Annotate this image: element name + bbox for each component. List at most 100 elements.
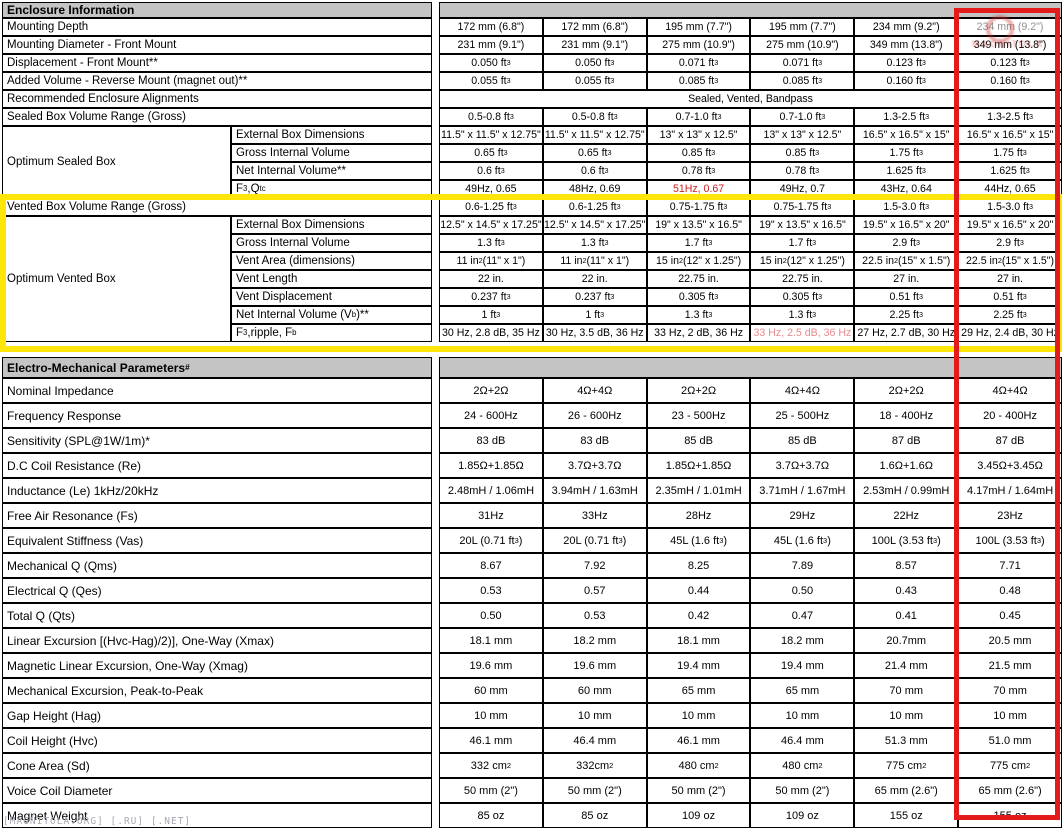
value-cell: 83 dB [439,428,543,453]
value-cell: 85 dB [750,428,855,453]
row-label: Magnet Weight [2,803,432,828]
value-cell: 3.7Ω+3.7Ω [750,453,855,478]
value-cell: 3.45Ω+3.45Ω [958,453,1062,478]
section-header: Enclosure Information [2,2,432,18]
value-cell: 0.7-1.0 ft 3 [646,108,751,126]
value-cell: 0.45 [958,603,1062,628]
value-cell: 65 mm (2.6") [854,778,959,803]
value-cell: 65 mm [646,678,751,703]
value-cell: 49Hz, 0.7 [750,180,855,198]
value-cell: 19.6 mm [542,653,647,678]
value-cell: 22.5 in 2 (15" x 1.5") [958,252,1062,270]
table-gap [432,54,439,72]
row-label: Gap Height (Hag) [2,703,432,728]
value-cell: 33Hz [542,503,647,528]
value-cell: 480 cm 2 [646,753,751,778]
value-cell: 30 Hz, 3.5 dB, 36 Hz [542,324,647,342]
table-gap [432,252,439,270]
value-cell: 33 Hz, 2 dB, 36 Hz [646,324,751,342]
table-gap [432,288,439,306]
value-cell: 1.3-2.5 ft 3 [958,108,1062,126]
value-cell: 0.51 ft 3 [958,288,1062,306]
value-cell: 50 mm (2") [750,778,855,803]
section-header: Electro-Mechanical Parameters # [2,357,432,378]
value-cell: 0.6 ft 3 [439,162,543,180]
table-gap [432,578,439,603]
value-cell: 7.92 [542,553,647,578]
row-label: Mechanical Excursion, Peak-to-Peak [2,678,432,703]
value-cell: 7.71 [958,553,1062,578]
value-cell: 3.94mH / 1.63mH [542,478,647,503]
value-cell: 0.85 ft 3 [750,144,855,162]
value-cell: 4.17mH / 1.64mH [958,478,1062,503]
value-cell: 100L (3.53 ft 3) [854,528,959,553]
value-cell: 22.75 in. [750,270,855,288]
row-label: Vent Area (dimensions) [231,252,432,270]
row-label: F 3 ,Q tc [231,180,432,198]
row-label: Voice Coil Diameter [2,778,432,803]
table-gap [432,478,439,503]
value-cell: 2.35mH / 1.01mH [646,478,751,503]
value-cell: 349 mm (13.8") [958,36,1062,54]
value-cell: 1.6Ω+1.6Ω [854,453,959,478]
table-gap [432,72,439,90]
value-cell: 1.75 ft 3 [958,144,1062,162]
value-cell: 70 mm [958,678,1062,703]
row-label: Net Internal Volume (V b)** [231,306,432,324]
table-gap [432,378,439,403]
row-label: Coil Height (Hvc) [2,728,432,753]
value-cell: 27 Hz, 2.7 dB, 30 Hz [854,324,959,342]
value-cell: 1 ft 3 [439,306,543,324]
group-label: Optimum Sealed Box [2,126,231,198]
value-cell: 2.48mH / 1.06mH [439,478,543,503]
value-cell: 109 oz [646,803,751,828]
value-cell: 18.2 mm [750,628,855,653]
value-cell: 28Hz [646,503,751,528]
value-cell: 16.5" x 16.5" x 15" [854,126,959,144]
value-cell: 23 - 500Hz [646,403,751,428]
row-label: Vent Displacement [231,288,432,306]
value-cell: 19.4 mm [750,653,855,678]
value-cell: 0.123 ft 3 [854,54,959,72]
value-cell: 1.3 ft 3 [439,234,543,252]
value-cell: 0.123 ft 3 [958,54,1062,72]
value-cell: 0.50 [439,603,543,628]
value-cell: 22Hz [854,503,959,528]
table-gap [432,18,439,36]
value-cell: 20 - 400Hz [958,403,1062,428]
value-cell: 11 in 2 (11" x 1") [542,252,647,270]
table-gap [432,162,439,180]
value-cell: 21.4 mm [854,653,959,678]
value-cell: 0.160 ft 3 [958,72,1062,90]
value-cell: 0.75-1.75 ft 3 [646,198,751,216]
table-gap [432,753,439,778]
value-cell: 50 mm (2") [646,778,751,803]
value-cell: 15 in 2 (12" x 1.25") [646,252,751,270]
value-cell: 100L (3.53 ft 3) [958,528,1062,553]
site-watermark: [MAGNITOLA.ORG] [.RU] [.NET] [3,816,192,827]
value-cell: 0.78 ft 3 [646,162,751,180]
table-gap [432,728,439,753]
value-cell: 29 Hz, 2.4 dB, 30 Hz [958,324,1062,342]
value-cell: 775 cm 2 [854,753,959,778]
value-cell: 2.53mH / 0.99mH [854,478,959,503]
value-cell: 12.5" x 14.5" x 17.25" [439,216,543,234]
value-cell: 87 dB [958,428,1062,453]
row-label: Sensitivity (SPL@1W/1m)* [2,428,432,453]
value-cell: 44Hz, 0.65 [958,180,1062,198]
value-cell: 0.305 ft 3 [646,288,751,306]
value-cell: 65 mm [750,678,855,703]
value-cell: 2.9 ft 3 [958,234,1062,252]
value-cell: 27 in. [854,270,959,288]
table-gap [432,198,439,216]
value-cell: 0.237 ft 3 [542,288,647,306]
table-gap [432,126,439,144]
value-cell: 19.4 mm [646,653,751,678]
value-cell: 26 - 600Hz [542,403,647,428]
value-cell: 1.625 ft 3 [854,162,959,180]
value-cell: 31Hz [439,503,543,528]
row-label: Added Volume - Reverse Mount (magnet out… [2,72,432,90]
value-cell: 172 mm (6.8") [439,18,543,36]
enclosure-information-section: Enclosure Information Mounting Depth 172 m… [2,2,1062,342]
